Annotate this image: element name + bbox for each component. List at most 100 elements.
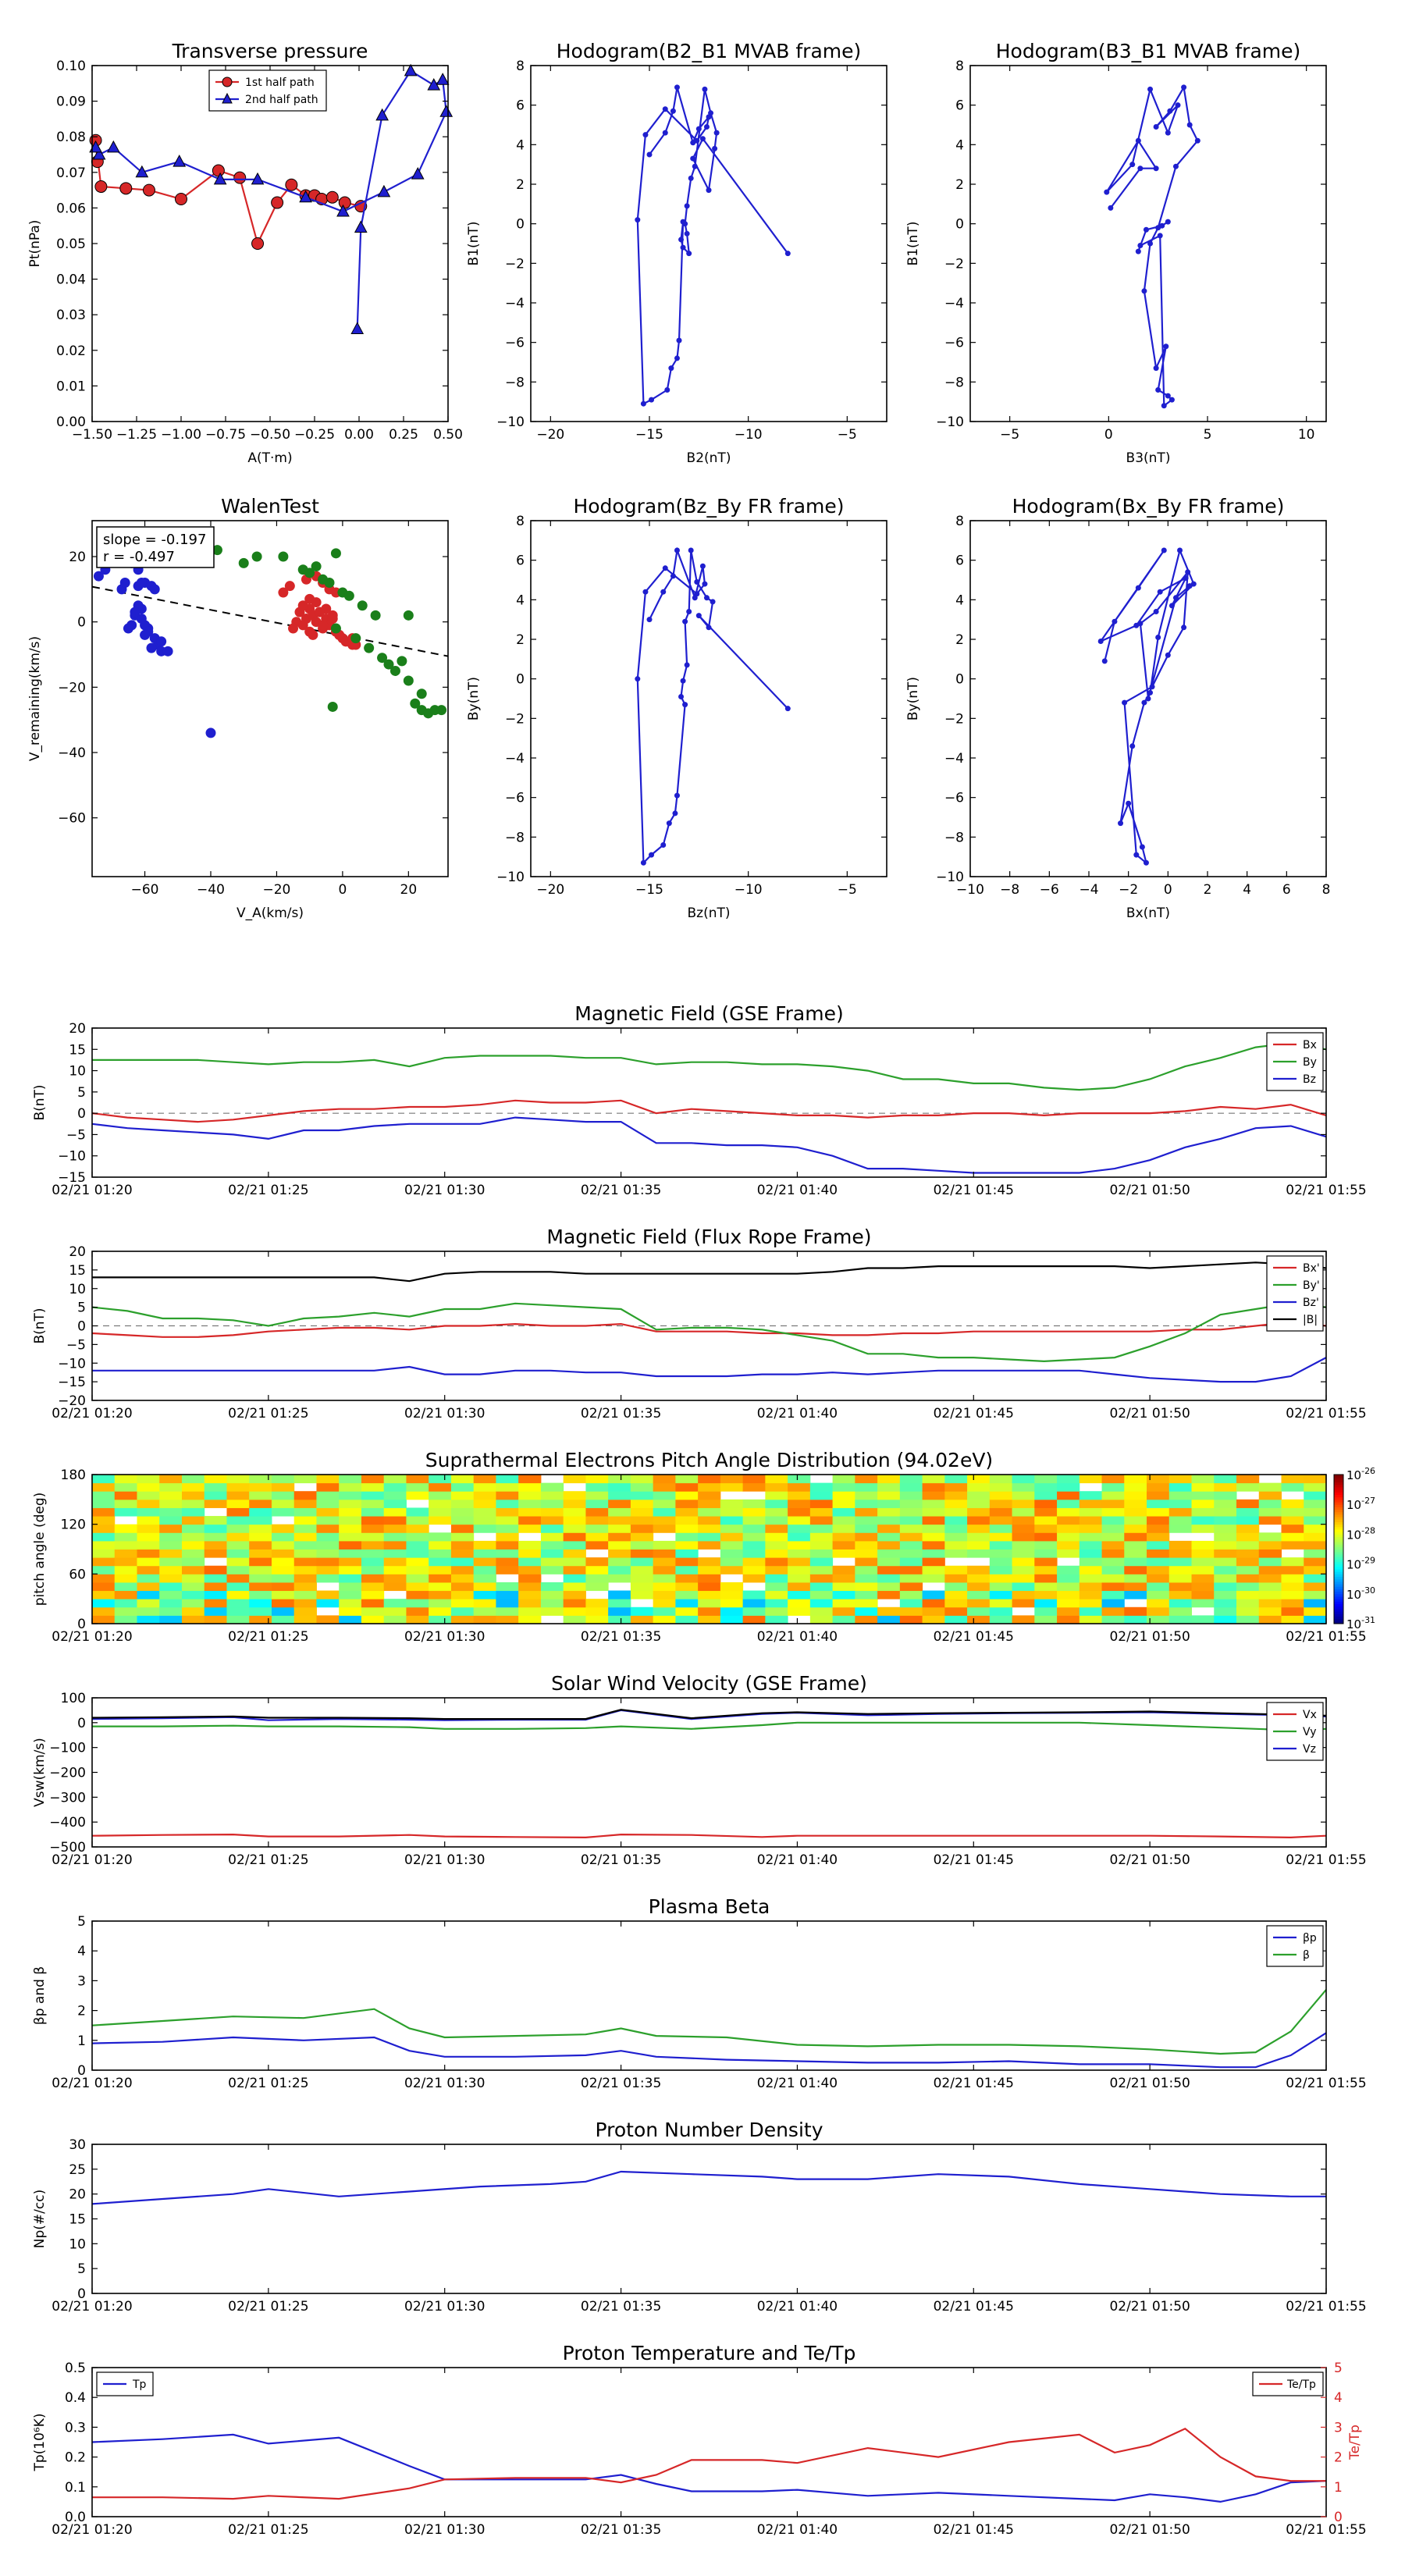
data-point <box>1143 859 1149 866</box>
heatmap-cell <box>608 1532 631 1542</box>
y-tick-label: −2 <box>505 711 525 727</box>
heatmap-cell <box>1101 1557 1125 1567</box>
heatmap-cell <box>809 1599 834 1608</box>
y-tick-label: 5 <box>77 1085 86 1101</box>
heatmap-cell <box>788 1606 811 1616</box>
heatmap-cell <box>406 1491 429 1500</box>
colorbar-cell <box>1334 1479 1343 1483</box>
y-tick-label: 0 <box>955 217 964 233</box>
data-point <box>668 365 674 372</box>
heatmap-cell <box>608 1557 631 1567</box>
heatmap-cell <box>1057 1574 1080 1583</box>
series-3 <box>91 1709 1327 1720</box>
data-point <box>692 595 698 601</box>
series-line <box>636 546 789 865</box>
heatmap-cell <box>114 1532 137 1542</box>
heatmap-cell <box>944 1540 968 1550</box>
data-point <box>660 841 667 848</box>
heatmap-cell <box>1236 1557 1260 1567</box>
heatmap-cell <box>742 1606 766 1616</box>
heatmap-cell <box>1147 1582 1170 1592</box>
heatmap-cell <box>361 1615 385 1624</box>
heatmap-cell <box>137 1590 160 1599</box>
heatmap-cell <box>540 1565 564 1574</box>
x-tick-label: 02/21 01:30 <box>404 1629 485 1645</box>
heatmap-cell <box>383 1482 407 1492</box>
heatmap-cell <box>1191 1499 1215 1508</box>
data-point <box>299 190 312 203</box>
x-axis-label: A(T·m) <box>247 450 292 466</box>
y-tick-label: 2 <box>516 632 525 648</box>
heatmap-cell <box>92 1499 116 1508</box>
data-point <box>1135 137 1141 144</box>
heatmap-cell <box>832 1590 855 1599</box>
heatmap-cell <box>159 1507 183 1517</box>
heatmap-cell <box>720 1557 744 1567</box>
heatmap-cell <box>249 1599 272 1608</box>
x-tick-label: 02/21 01:50 <box>1109 1183 1190 1198</box>
heatmap-cell <box>137 1574 160 1583</box>
heatmap-cell <box>496 1516 519 1525</box>
y-tick-label: 10 <box>69 2236 86 2252</box>
heatmap-cell <box>159 1499 183 1508</box>
heatmap-cell <box>967 1524 991 1533</box>
x-tick-label: 02/21 01:45 <box>934 1852 1014 1868</box>
heatmap-cell <box>1034 1475 1058 1484</box>
heatmap-cell <box>630 1475 654 1484</box>
colorbar-frame <box>1333 1474 1344 1624</box>
x-tick-label: −0.75 <box>205 427 246 443</box>
heatmap-cell <box>698 1507 721 1517</box>
y-tick-label: 0.4 <box>65 2390 86 2406</box>
heatmap-cell <box>1079 1516 1103 1525</box>
y-tick-label: 20 <box>69 550 86 565</box>
heatmap-cell <box>406 1615 429 1624</box>
x-tick-label: −10 <box>956 882 984 898</box>
heatmap-cell <box>92 1507 116 1517</box>
data-point <box>271 196 284 209</box>
heatmap-cell <box>563 1491 586 1500</box>
legend-label: Bx <box>1303 1039 1317 1051</box>
heatmap-cell <box>765 1516 788 1525</box>
heatmap-cell <box>137 1532 160 1542</box>
heatmap-cell <box>944 1516 968 1525</box>
colorbar-cell <box>1334 1499 1343 1503</box>
heatmap-cell <box>339 1557 362 1567</box>
heatmap-cell <box>675 1516 699 1525</box>
heatmap-cell <box>944 1507 968 1517</box>
x-tick-label: −15 <box>635 882 663 898</box>
colorbar-cell <box>1334 1477 1343 1480</box>
heatmap-cell <box>630 1549 654 1558</box>
heatmap-cell <box>383 1582 407 1592</box>
x-tick-label: 02/21 01:25 <box>228 1406 308 1421</box>
heatmap-cell <box>855 1491 878 1500</box>
heatmap-cell <box>675 1482 699 1492</box>
y-tick-label: −6 <box>505 336 525 351</box>
colorbar-cell <box>1334 1618 1343 1622</box>
heatmap-cell <box>832 1606 855 1616</box>
heatmap-cell <box>653 1565 676 1574</box>
heatmap-cell <box>429 1491 452 1500</box>
data-point <box>1177 547 1183 553</box>
colorbar-cell <box>1334 1539 1343 1542</box>
heatmap-cell <box>765 1499 788 1508</box>
heatmap-cell <box>92 1615 116 1624</box>
heatmap-cell <box>608 1549 631 1558</box>
heatmap-cell <box>899 1540 923 1550</box>
y-tick-label: 0.03 <box>56 308 86 323</box>
heatmap-cell <box>1034 1557 1058 1567</box>
heatmap-cell <box>316 1557 340 1567</box>
heatmap-cell <box>563 1516 586 1525</box>
data-point <box>1137 165 1144 172</box>
heatmap-cell <box>1079 1582 1103 1592</box>
data-point <box>694 579 700 585</box>
heatmap-cell <box>316 1516 340 1525</box>
y-tick-label: 5 <box>77 1914 86 1930</box>
data-point <box>1157 589 1163 595</box>
heatmap-cell <box>473 1482 496 1492</box>
heatmap-cell <box>563 1574 586 1583</box>
data-point <box>642 132 649 138</box>
heatmap-cell <box>1147 1491 1170 1500</box>
y-tick-label-right: 4 <box>1334 2390 1343 2406</box>
heatmap-cell <box>1101 1615 1125 1624</box>
x-tick-label: 02/21 01:50 <box>1109 1406 1190 1421</box>
